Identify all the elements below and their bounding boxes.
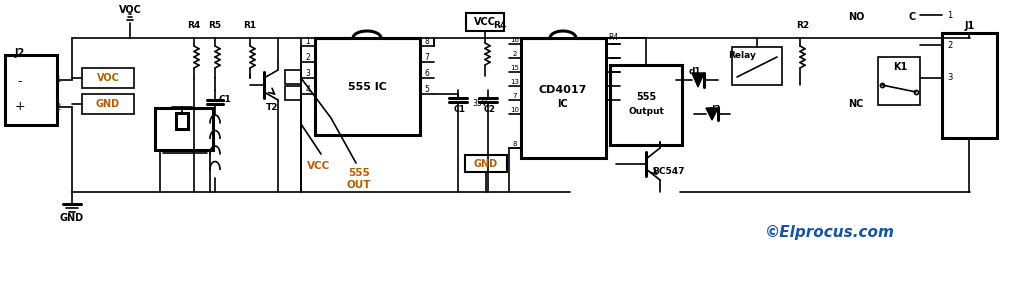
Text: 7: 7	[425, 53, 429, 62]
Text: CD4017: CD4017	[539, 85, 587, 95]
Text: 8: 8	[425, 38, 429, 46]
Text: VOC: VOC	[118, 5, 142, 15]
Text: R4: R4	[493, 22, 506, 31]
Text: GND: GND	[96, 99, 120, 109]
Text: R5: R5	[209, 22, 221, 31]
Polygon shape	[692, 73, 704, 87]
Text: 16: 16	[511, 37, 520, 43]
Text: 555 IC: 555 IC	[347, 82, 386, 92]
Bar	[942, 33, 997, 138]
Text: 10: 10	[511, 107, 520, 113]
Text: 13: 13	[511, 79, 520, 85]
Text: 7: 7	[513, 93, 518, 99]
Text: C1: C1	[454, 106, 466, 115]
Bar	[82, 68, 135, 88]
Text: 8: 8	[513, 141, 518, 147]
Text: GND: GND	[474, 159, 498, 169]
Text: R4: R4	[187, 22, 201, 31]
Bar	[5, 55, 57, 125]
Text: NO: NO	[848, 12, 864, 22]
Bar	[82, 94, 135, 114]
Bar	[285, 86, 301, 100]
Text: OUT: OUT	[346, 180, 371, 190]
Bar	[465, 155, 507, 172]
Text: 2: 2	[55, 103, 60, 112]
Text: 3: 3	[948, 74, 953, 82]
Text: 555: 555	[636, 92, 656, 102]
Text: d2: d2	[708, 106, 721, 115]
Text: Relay: Relay	[728, 50, 756, 59]
Bar	[732, 47, 782, 85]
Text: 2: 2	[948, 40, 953, 50]
Text: IC: IC	[557, 99, 569, 109]
Text: VOC: VOC	[97, 73, 119, 83]
Text: 2: 2	[513, 51, 518, 57]
Text: R4: R4	[608, 34, 619, 43]
Bar	[285, 70, 301, 84]
Text: C1: C1	[218, 95, 231, 104]
Bar	[155, 108, 213, 150]
Text: VCC: VCC	[474, 17, 496, 27]
Text: 555: 555	[348, 168, 370, 178]
Text: 1: 1	[948, 11, 953, 20]
Text: J1: J1	[965, 21, 975, 31]
Text: 2: 2	[306, 53, 311, 62]
Text: K1: K1	[893, 62, 907, 72]
Text: T2: T2	[266, 103, 278, 112]
Text: -: -	[17, 76, 22, 88]
Text: J2: J2	[15, 48, 25, 58]
Text: Output: Output	[628, 106, 664, 116]
Text: 4: 4	[306, 85, 311, 94]
Text: VCC: VCC	[308, 161, 330, 171]
Bar	[466, 13, 504, 31]
Text: ©Elprocus.com: ©Elprocus.com	[765, 224, 895, 239]
Text: 3: 3	[306, 70, 311, 79]
Text: BC547: BC547	[652, 167, 684, 176]
Bar	[878, 57, 920, 105]
Bar	[521, 38, 606, 158]
Text: R2: R2	[797, 22, 809, 31]
Bar	[176, 113, 187, 129]
Text: d1: d1	[689, 68, 701, 76]
Text: R1: R1	[244, 22, 257, 31]
Text: NC: NC	[848, 99, 864, 109]
Bar	[315, 38, 420, 135]
Polygon shape	[706, 108, 718, 120]
Text: 5: 5	[425, 85, 429, 94]
Text: 15: 15	[511, 65, 520, 71]
Text: 35V: 35V	[473, 100, 487, 109]
Text: C2: C2	[484, 106, 496, 115]
Text: GND: GND	[60, 213, 84, 223]
Text: 1: 1	[306, 38, 311, 46]
Text: +: +	[14, 100, 25, 113]
Text: 6: 6	[425, 70, 429, 79]
Bar	[610, 65, 682, 145]
Text: C: C	[908, 12, 916, 22]
Text: 1: 1	[55, 76, 60, 85]
